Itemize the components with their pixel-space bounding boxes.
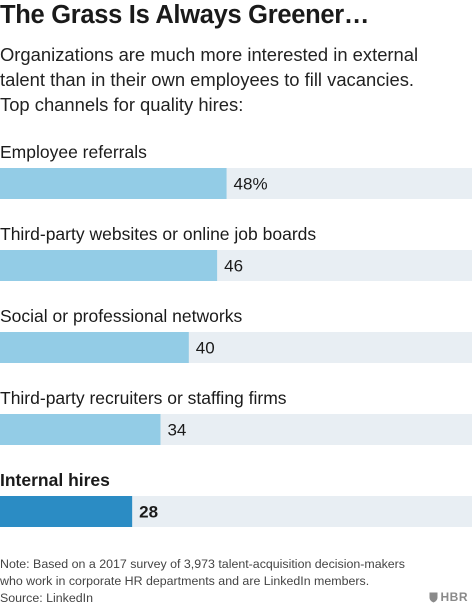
- bar: [0, 168, 227, 199]
- bar: [0, 332, 189, 363]
- category-label: Third-party recruiters or staffing firms: [0, 388, 287, 408]
- subtitle-line: Top channels for quality hires:: [0, 94, 244, 115]
- category-label: Internal hires: [0, 470, 110, 490]
- note-line: Note: Based on a 2017 survey of 3,973 ta…: [0, 557, 405, 571]
- logo-text: HBR: [440, 590, 468, 604]
- value-label: 46: [224, 257, 243, 276]
- note-line: who work in corporate HR departments and…: [0, 574, 370, 588]
- bar: [0, 496, 133, 527]
- bar: [0, 250, 218, 281]
- value-label: 40: [196, 339, 215, 358]
- bar: [0, 414, 161, 445]
- category-label: Third-party websites or online job board…: [0, 224, 316, 244]
- chart-subtitle: Organizations are much more interested i…: [0, 42, 474, 117]
- source-line: Source: LinkedIn: [0, 591, 93, 605]
- chart-note: Note: Based on a 2017 survey of 3,973 ta…: [0, 556, 430, 607]
- category-label: Employee referrals: [0, 142, 147, 162]
- value-label: 34: [167, 421, 186, 440]
- category-label: Social or professional networks: [0, 306, 242, 326]
- subtitle-line: talent than in their own employees to fi…: [0, 69, 415, 90]
- value-label: 28: [139, 503, 158, 522]
- shield-icon: [429, 592, 437, 602]
- value-label: 48%: [234, 175, 268, 194]
- hbr-logo: HBR: [429, 590, 469, 604]
- chart-title: The Grass Is Always Greener…: [0, 1, 370, 29]
- subtitle-line: Organizations are much more interested i…: [0, 44, 419, 65]
